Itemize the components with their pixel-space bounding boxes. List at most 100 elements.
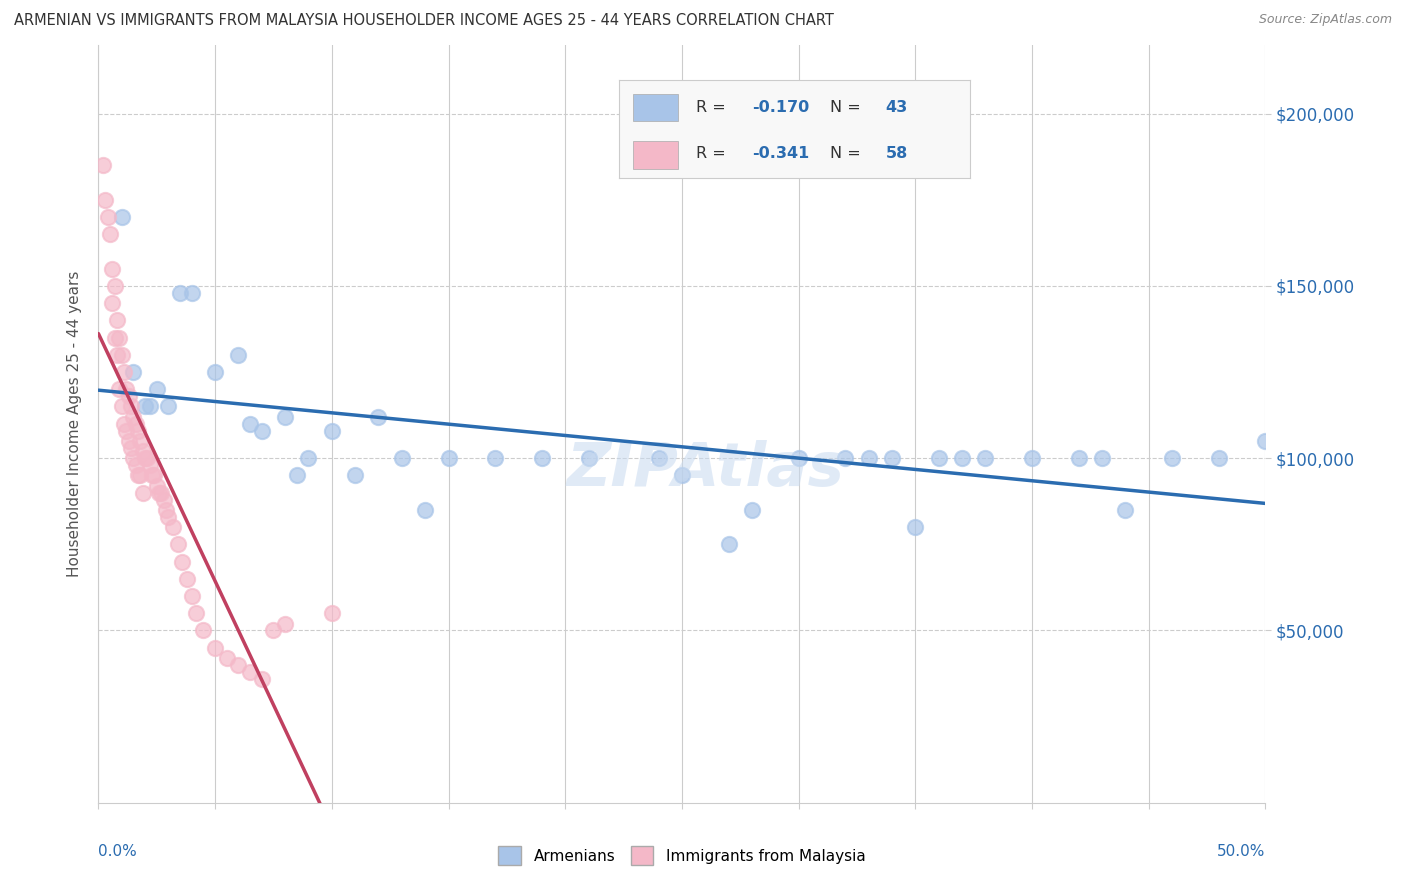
Point xyxy=(858,451,880,466)
Point xyxy=(141,468,163,483)
Point xyxy=(787,451,810,466)
Text: 0.0%: 0.0% xyxy=(98,844,138,859)
Point xyxy=(94,193,117,207)
Point xyxy=(484,451,506,466)
Point xyxy=(111,210,134,224)
FancyBboxPatch shape xyxy=(633,94,678,121)
Text: ARMENIAN VS IMMIGRANTS FROM MALAYSIA HOUSEHOLDER INCOME AGES 25 - 44 YEARS CORRE: ARMENIAN VS IMMIGRANTS FROM MALAYSIA HOU… xyxy=(14,13,834,29)
FancyBboxPatch shape xyxy=(633,141,678,169)
Point xyxy=(115,424,138,438)
Point xyxy=(104,330,127,344)
Point xyxy=(143,468,166,483)
Point xyxy=(1208,451,1230,466)
Point xyxy=(129,434,152,448)
Point xyxy=(437,451,460,466)
Point xyxy=(136,451,159,466)
Point xyxy=(204,640,226,655)
Point xyxy=(118,434,141,448)
Point xyxy=(391,451,413,466)
Text: 50.0%: 50.0% xyxy=(1218,844,1265,859)
Point xyxy=(834,451,856,466)
Point xyxy=(950,451,973,466)
Point xyxy=(297,451,319,466)
Point xyxy=(105,348,128,362)
Text: -0.170: -0.170 xyxy=(752,100,810,115)
Point xyxy=(180,589,202,603)
Legend: Armenians, Immigrants from Malaysia: Armenians, Immigrants from Malaysia xyxy=(492,840,872,871)
Point xyxy=(1254,434,1277,448)
Point xyxy=(118,389,141,403)
Point xyxy=(125,458,148,472)
Point xyxy=(91,158,114,172)
Point xyxy=(180,285,202,300)
Point xyxy=(321,424,343,438)
Point xyxy=(321,607,343,621)
Point xyxy=(413,503,436,517)
Point xyxy=(344,468,367,483)
Point xyxy=(105,313,128,327)
Text: 43: 43 xyxy=(886,100,908,115)
Point xyxy=(148,485,170,500)
Point xyxy=(112,417,135,431)
Text: R =: R = xyxy=(696,146,731,161)
Point xyxy=(152,492,174,507)
Point xyxy=(127,468,149,483)
Point xyxy=(228,657,250,672)
Text: Source: ZipAtlas.com: Source: ZipAtlas.com xyxy=(1258,13,1392,27)
Point xyxy=(101,261,124,276)
Point xyxy=(157,509,180,524)
Point xyxy=(122,365,145,379)
Point xyxy=(139,458,162,472)
Point xyxy=(239,665,262,679)
Point xyxy=(204,365,226,379)
Point xyxy=(98,227,121,241)
Text: ZIPAtlas: ZIPAtlas xyxy=(567,440,844,499)
Point xyxy=(880,451,903,466)
Point xyxy=(1114,503,1136,517)
Point xyxy=(530,451,553,466)
Point xyxy=(904,520,927,534)
Point xyxy=(215,651,238,665)
Point xyxy=(132,485,155,500)
Point xyxy=(176,572,198,586)
Point xyxy=(974,451,997,466)
Point xyxy=(162,520,184,534)
Point xyxy=(1067,451,1090,466)
Point xyxy=(169,285,191,300)
Point xyxy=(111,400,134,414)
Point xyxy=(120,400,142,414)
Point xyxy=(367,409,389,424)
Point xyxy=(122,451,145,466)
Point xyxy=(166,537,188,551)
Point xyxy=(928,451,950,466)
Point xyxy=(741,503,763,517)
Text: N =: N = xyxy=(830,100,866,115)
Point xyxy=(134,400,156,414)
Point xyxy=(671,468,693,483)
Point xyxy=(172,555,194,569)
Point xyxy=(108,330,131,344)
Point xyxy=(127,424,149,438)
Point xyxy=(108,382,131,396)
Point xyxy=(125,417,148,431)
Point xyxy=(1091,451,1114,466)
Text: R =: R = xyxy=(696,100,731,115)
Point xyxy=(104,278,127,293)
Point xyxy=(717,537,740,551)
Point xyxy=(139,400,162,414)
Point xyxy=(250,672,273,686)
Text: 58: 58 xyxy=(886,146,908,161)
Point xyxy=(155,503,177,517)
Text: -0.341: -0.341 xyxy=(752,146,810,161)
Point xyxy=(122,409,145,424)
Point xyxy=(647,451,669,466)
Point xyxy=(157,400,180,414)
Point xyxy=(1021,451,1043,466)
Point xyxy=(578,451,600,466)
Point xyxy=(285,468,308,483)
Point xyxy=(239,417,262,431)
Point xyxy=(186,607,208,621)
Point xyxy=(1161,451,1184,466)
Point xyxy=(120,441,142,455)
Point xyxy=(112,365,135,379)
